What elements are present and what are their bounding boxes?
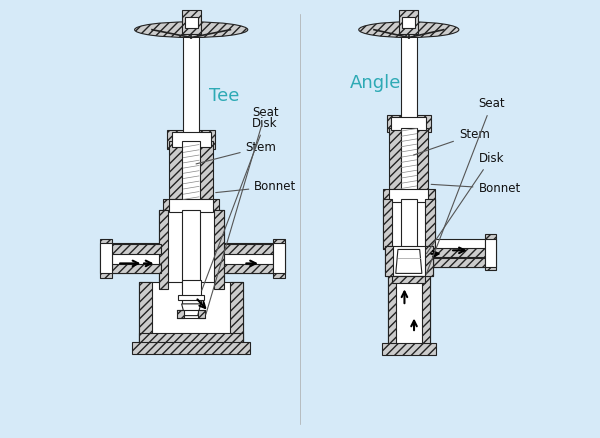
Bar — [158, 210, 224, 289]
Bar — [389, 127, 428, 191]
Bar — [110, 264, 161, 273]
Bar — [387, 115, 431, 132]
Bar — [385, 246, 393, 276]
Bar — [422, 273, 430, 345]
Bar — [383, 199, 435, 250]
Bar — [163, 199, 220, 212]
Bar — [272, 239, 285, 278]
Bar — [178, 295, 204, 300]
Bar — [389, 188, 428, 201]
Polygon shape — [182, 304, 201, 316]
Bar — [425, 246, 433, 276]
Bar — [198, 310, 205, 318]
Polygon shape — [396, 250, 422, 273]
Text: Angle: Angle — [350, 74, 401, 92]
Bar — [399, 10, 418, 34]
Bar — [100, 239, 112, 278]
Text: Disk: Disk — [202, 117, 278, 290]
Bar — [485, 234, 496, 270]
Bar — [133, 342, 250, 354]
Bar — [385, 246, 433, 276]
Bar — [169, 199, 213, 212]
Bar — [383, 188, 435, 201]
Bar — [100, 243, 112, 273]
Bar — [182, 10, 201, 34]
Text: Seat: Seat — [427, 97, 505, 274]
Bar — [433, 239, 487, 267]
Bar — [139, 333, 244, 343]
Bar — [139, 282, 152, 343]
Text: Stem: Stem — [196, 141, 277, 164]
Bar — [182, 280, 201, 304]
Bar — [383, 199, 392, 250]
Text: Seat: Seat — [206, 106, 279, 314]
Bar — [224, 264, 274, 273]
Ellipse shape — [359, 22, 459, 38]
Bar — [433, 248, 487, 257]
Bar — [167, 130, 215, 149]
Bar — [172, 132, 211, 147]
Bar — [182, 210, 200, 289]
Bar — [382, 343, 436, 355]
Text: Tee: Tee — [209, 88, 239, 106]
Text: Bonnet: Bonnet — [431, 182, 521, 195]
Bar — [110, 244, 161, 254]
Bar — [110, 243, 161, 273]
Bar — [402, 17, 415, 28]
Bar — [272, 243, 285, 273]
Text: Disk: Disk — [427, 152, 504, 254]
Ellipse shape — [134, 22, 248, 38]
Bar — [177, 310, 184, 318]
Bar — [391, 117, 426, 130]
Bar — [169, 141, 213, 201]
Bar — [224, 244, 274, 254]
Bar — [182, 141, 200, 201]
Bar — [214, 210, 224, 289]
Bar — [388, 273, 430, 345]
Bar — [139, 282, 244, 343]
Bar — [184, 32, 199, 176]
Bar — [388, 273, 396, 345]
Bar — [401, 32, 416, 176]
Bar — [401, 127, 416, 191]
Bar — [433, 258, 487, 267]
Bar — [425, 199, 435, 250]
Bar — [485, 239, 496, 267]
Bar — [158, 210, 168, 289]
Text: Bonnet: Bonnet — [216, 180, 296, 193]
Bar — [230, 282, 244, 343]
Bar — [185, 17, 198, 28]
Bar — [392, 276, 425, 283]
Bar — [401, 199, 416, 250]
Text: Stem: Stem — [413, 127, 490, 155]
Bar — [224, 243, 274, 273]
